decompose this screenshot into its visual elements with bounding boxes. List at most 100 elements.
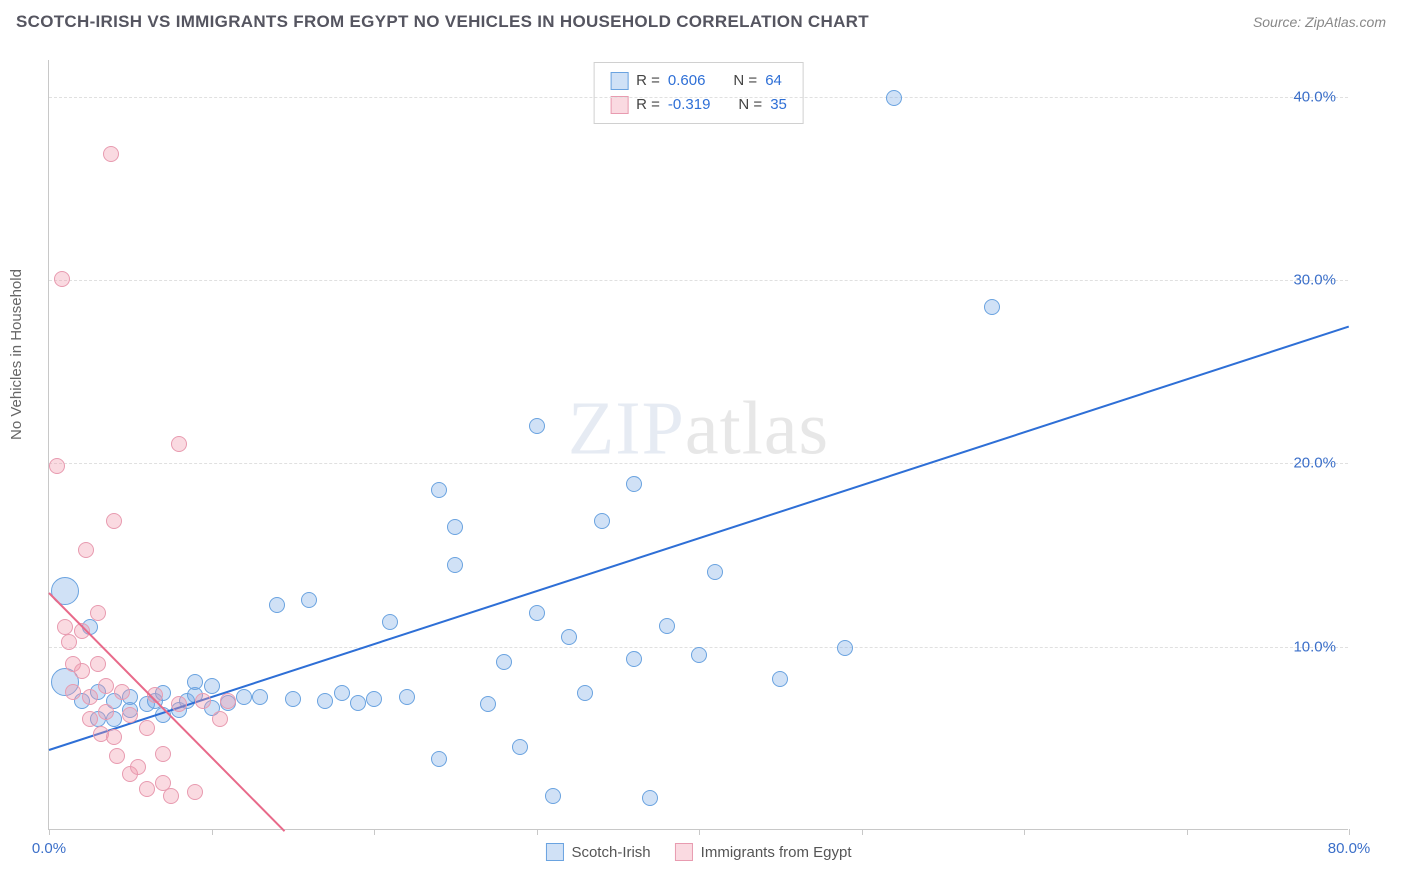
y-tick-label: 10.0%: [1293, 638, 1336, 655]
x-tick: [374, 829, 375, 835]
data-point: [78, 542, 94, 558]
bottom-legend: Scotch-Irish Immigrants from Egypt: [545, 843, 851, 861]
data-point: [626, 651, 642, 667]
legend-item-2: Immigrants from Egypt: [675, 843, 852, 861]
data-point: [984, 299, 1000, 315]
data-point: [114, 684, 130, 700]
data-point: [103, 146, 119, 162]
data-point: [171, 696, 187, 712]
data-point: [109, 748, 125, 764]
data-point: [561, 629, 577, 645]
data-point: [106, 513, 122, 529]
watermark: ZIPatlas: [568, 386, 829, 473]
n-value-1: 64: [765, 69, 782, 93]
data-point: [285, 691, 301, 707]
data-point: [61, 634, 77, 650]
data-point: [382, 614, 398, 630]
data-point: [269, 597, 285, 613]
data-point: [90, 605, 106, 621]
data-point: [220, 693, 236, 709]
scatter-chart: ZIPatlas R = 0.606 N = 64 R = -0.319 N =…: [48, 60, 1348, 830]
data-point: [399, 689, 415, 705]
stats-row-1: R = 0.606 N = 64: [610, 69, 787, 93]
data-point: [82, 711, 98, 727]
x-tick: [212, 829, 213, 835]
y-tick-label: 30.0%: [1293, 272, 1336, 289]
swatch-series-2: [675, 843, 693, 861]
data-point: [82, 689, 98, 705]
gridline: [49, 463, 1348, 464]
swatch-series-1: [610, 72, 628, 90]
data-point: [642, 790, 658, 806]
data-point: [350, 695, 366, 711]
data-point: [301, 592, 317, 608]
data-point: [886, 90, 902, 106]
data-point: [163, 788, 179, 804]
stats-box: R = 0.606 N = 64 R = -0.319 N = 35: [593, 62, 804, 124]
data-point: [187, 674, 203, 690]
data-point: [496, 654, 512, 670]
n-label: N =: [733, 69, 757, 93]
data-point: [195, 693, 211, 709]
swatch-series-2: [610, 96, 628, 114]
r-value-1: 0.606: [668, 69, 706, 93]
data-point: [529, 418, 545, 434]
data-point: [204, 678, 220, 694]
x-tick: [1024, 829, 1025, 835]
x-tick: [49, 829, 50, 835]
legend-item-1: Scotch-Irish: [545, 843, 650, 861]
x-tick-label: 80.0%: [1328, 840, 1371, 857]
data-point: [74, 663, 90, 679]
data-point: [130, 759, 146, 775]
data-point: [431, 482, 447, 498]
data-point: [334, 685, 350, 701]
swatch-series-1: [545, 843, 563, 861]
data-point: [626, 476, 642, 492]
source-label: Source: ZipAtlas.com: [1253, 14, 1386, 30]
data-point: [252, 689, 268, 705]
data-point: [139, 781, 155, 797]
gridline: [49, 97, 1348, 98]
data-point: [54, 271, 70, 287]
chart-title: SCOTCH-IRISH VS IMMIGRANTS FROM EGYPT NO…: [16, 12, 869, 32]
x-tick: [699, 829, 700, 835]
x-tick-label: 0.0%: [32, 840, 66, 857]
data-point: [106, 729, 122, 745]
x-tick: [1187, 829, 1188, 835]
data-point: [139, 720, 155, 736]
data-point: [707, 564, 723, 580]
data-point: [236, 689, 252, 705]
y-tick-label: 40.0%: [1293, 88, 1336, 105]
data-point: [65, 684, 81, 700]
data-point: [772, 671, 788, 687]
data-point: [366, 691, 382, 707]
data-point: [659, 618, 675, 634]
data-point: [691, 647, 707, 663]
data-point: [49, 458, 65, 474]
data-point: [577, 685, 593, 701]
data-point: [57, 619, 73, 635]
data-point: [212, 711, 228, 727]
data-point: [480, 696, 496, 712]
data-point: [529, 605, 545, 621]
data-point: [187, 784, 203, 800]
data-point: [98, 678, 114, 694]
legend-label-1: Scotch-Irish: [571, 844, 650, 861]
data-point: [317, 693, 333, 709]
y-tick-label: 20.0%: [1293, 455, 1336, 472]
data-point: [545, 788, 561, 804]
data-point: [98, 704, 114, 720]
data-point: [837, 640, 853, 656]
x-tick: [1349, 829, 1350, 835]
legend-label-2: Immigrants from Egypt: [701, 844, 852, 861]
data-point: [447, 557, 463, 573]
y-axis-label: No Vehicles in Household: [8, 269, 25, 440]
data-point: [431, 751, 447, 767]
data-point: [512, 739, 528, 755]
gridline: [49, 280, 1348, 281]
data-point: [122, 707, 138, 723]
r-label: R =: [636, 69, 660, 93]
trend-line: [49, 326, 1350, 751]
data-point: [594, 513, 610, 529]
data-point: [447, 519, 463, 535]
